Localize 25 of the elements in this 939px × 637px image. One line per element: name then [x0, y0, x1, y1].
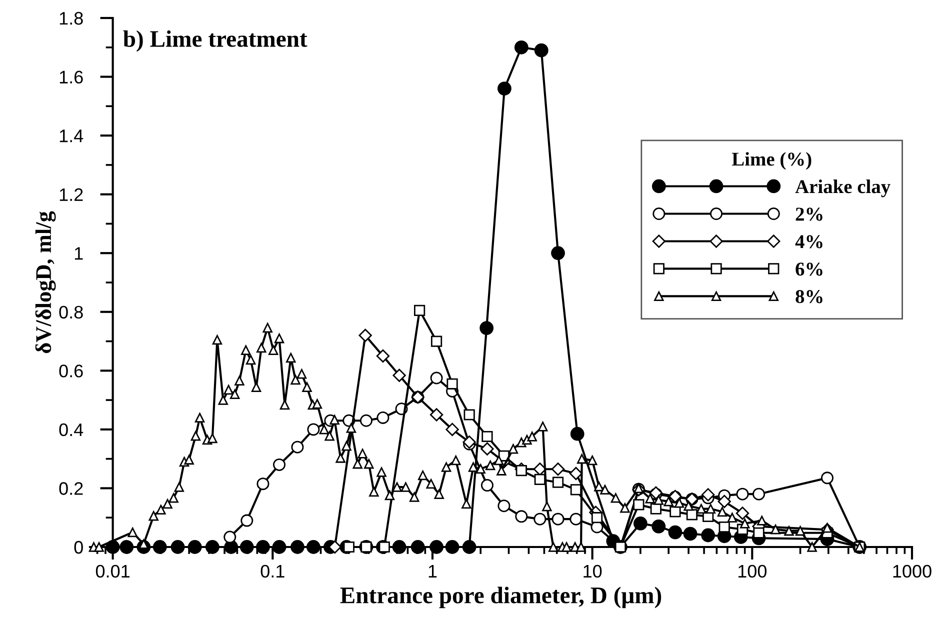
legend-label: 6%: [796, 262, 822, 276]
y-tick-label: 0.8: [59, 306, 83, 319]
x-axis-title: Entrance pore diameter, D (μm): [340, 586, 662, 608]
legend-label: Ariake clay: [795, 180, 890, 198]
legend-label: 4%: [795, 235, 822, 248]
x-tick-label: 10: [584, 564, 602, 578]
y-tick-label: 0.2: [59, 482, 83, 495]
y-tick-label: 1: [74, 247, 83, 260]
x-tick-label: 0.1: [260, 564, 284, 578]
x-tick-label: 100: [738, 564, 767, 578]
y-axis-title: δV/δlogD, ml/g: [35, 211, 56, 354]
chart-title: b) Lime treatment: [123, 30, 308, 52]
legend-title: Lime (%): [732, 152, 812, 170]
legend-label: 2%: [796, 208, 822, 221]
y-tick-label: 1.8: [60, 12, 83, 25]
x-tick-label: 0.01: [96, 564, 130, 578]
legend-label: 8%: [796, 290, 822, 304]
y-tick-label: 1.4: [60, 130, 84, 142]
y-tick-label: 0.4: [59, 423, 84, 436]
y-tick-label: 1.2: [60, 188, 83, 201]
y-tick-label: 0: [74, 540, 83, 554]
x-tick-label: 1000: [893, 564, 932, 578]
y-tick-label: 1.6: [60, 70, 83, 84]
y-tick-label: 0.6: [59, 364, 83, 378]
x-tick-label: 1: [428, 565, 437, 578]
